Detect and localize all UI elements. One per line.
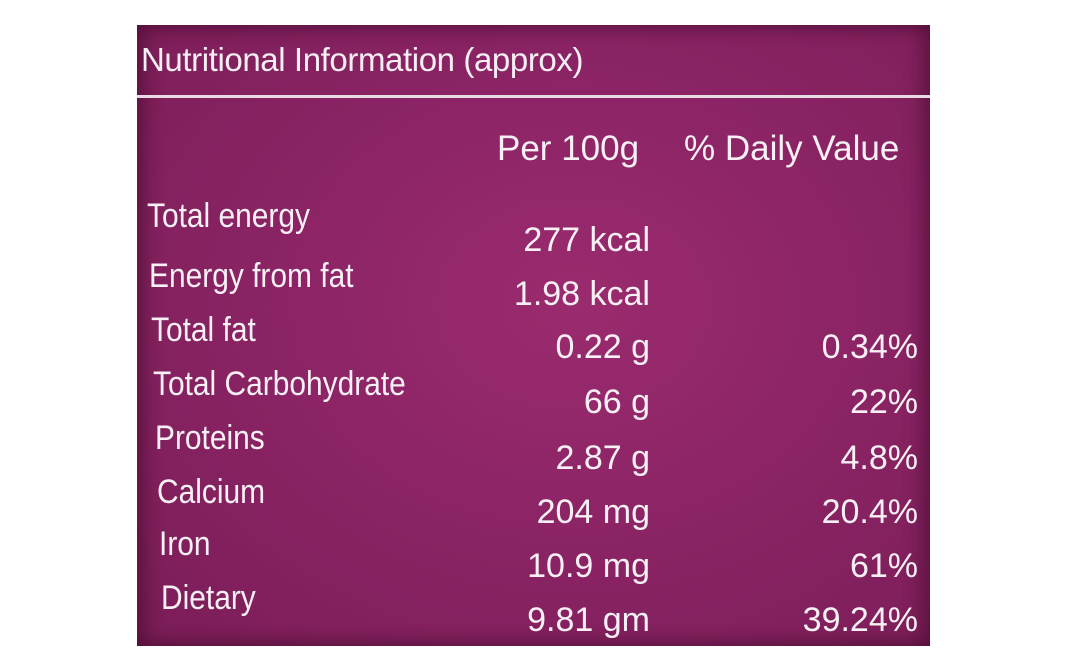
table-row: Iron 10.9 mg 61%	[137, 525, 930, 585]
table-row: Total Carbohydrate 66 g 22%	[137, 365, 930, 421]
nutrient-name: Calcium	[157, 473, 266, 511]
nutrient-per-100g: 10.9 mg	[527, 547, 650, 585]
title-divider	[137, 95, 930, 98]
nutrient-per-100g: 0.22 g	[555, 328, 650, 366]
table-row: Calcium 204 mg 20.4%	[137, 473, 930, 531]
nutrient-per-100g: 66 g	[583, 383, 650, 421]
table-row: Proteins 2.87 g 4.8%	[137, 419, 930, 477]
nutrient-per-100g: 1.98 kcal	[513, 275, 650, 313]
nutrient-per-100g: 9.81 gm	[527, 601, 650, 639]
nutrient-daily-value: 61%	[849, 547, 918, 585]
nutrient-per-100g: 204 mg	[536, 493, 650, 531]
nutrient-name: Iron	[159, 525, 211, 563]
table-row: Dietary 9.81 gm 39.24%	[137, 579, 930, 639]
table-row: Total energy 277 kcal	[137, 197, 930, 259]
column-header-per-100g: Per 100g	[497, 129, 640, 168]
nutrient-per-100g: 277 kcal	[523, 221, 650, 259]
nutrient-daily-value: 39.24%	[802, 601, 918, 639]
nutrient-name: Total fat	[151, 311, 256, 349]
nutrient-name: Energy from fat	[149, 257, 354, 295]
nutrient-daily-value: 0.34%	[821, 328, 918, 366]
nutrient-name: Proteins	[155, 419, 265, 457]
nutrient-daily-value: 22%	[849, 383, 918, 421]
table-row: Total fat 0.22 g 0.34%	[137, 311, 930, 366]
label-title: Nutritional Information (approx)	[141, 41, 584, 78]
nutrient-daily-value: 20.4%	[821, 493, 918, 531]
column-header-daily-value: % Daily Value	[684, 129, 900, 168]
nutrient-name: Total Carbohydrate	[153, 365, 406, 403]
nutrient-daily-value: 4.8%	[840, 439, 919, 477]
nutrient-name: Dietary	[161, 579, 256, 617]
nutrient-name: Total energy	[147, 197, 311, 235]
nutrition-label: Nutritional Information (approx) Per 100…	[137, 25, 930, 646]
table-row: Energy from fat 1.98 kcal	[137, 257, 930, 313]
nutrient-per-100g: 2.87 g	[555, 439, 650, 477]
